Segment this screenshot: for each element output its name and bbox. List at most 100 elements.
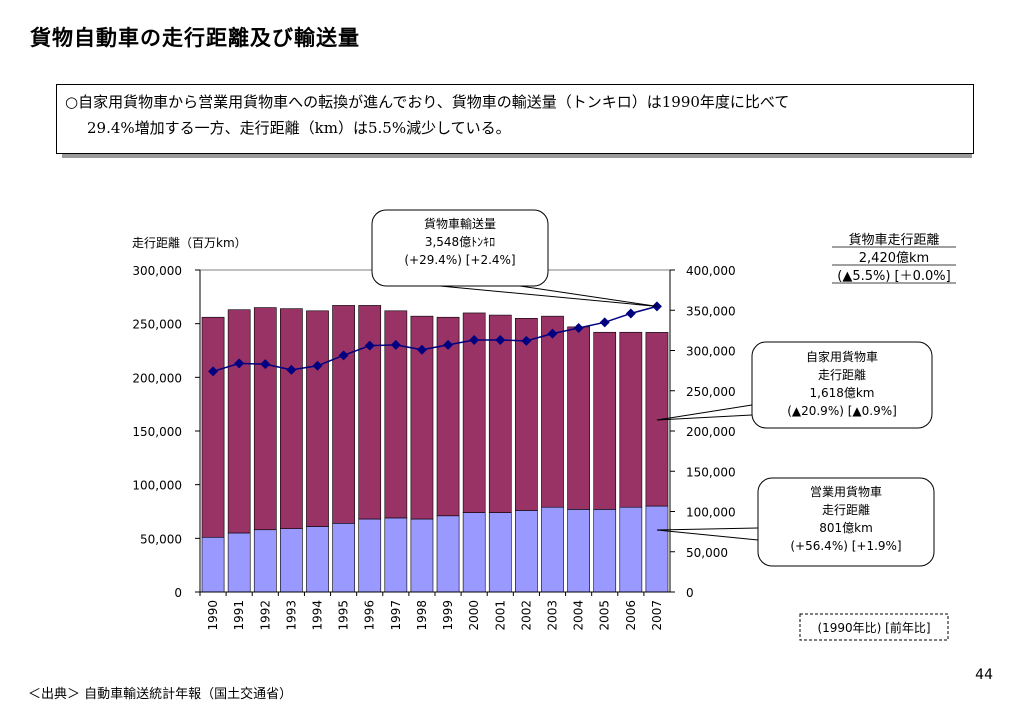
marker-transport-2002 [521, 335, 532, 346]
x-tick-label: 1992 [258, 600, 272, 631]
x-tick-label: 2007 [650, 600, 664, 631]
y-tick-label-left: 150,000 [132, 425, 182, 439]
y-tick-label-right: 200,000 [686, 425, 736, 439]
x-tick-label: 2003 [546, 600, 560, 631]
y-tick-label-left: 0 [174, 586, 182, 600]
marker-transport-1994 [312, 360, 323, 371]
y-tick-label-right: 50,000 [686, 546, 728, 560]
marker-transport-2006 [625, 308, 636, 319]
total-distance-line: (▲5.5%) [＋0.0%] [837, 269, 950, 284]
marker-transport-2001 [495, 335, 506, 346]
callout-transport-box [371, 209, 549, 287]
bar-business-2000 [462, 512, 486, 593]
y-tick-label-right: 300,000 [686, 345, 736, 359]
marker-transport-1992 [260, 359, 271, 370]
bar-private-1993 [280, 308, 303, 529]
x-tick-label: 2004 [572, 600, 586, 631]
marker-transport-1996 [364, 340, 375, 351]
x-tick-label: 2005 [598, 600, 612, 631]
bar-business-2004 [567, 509, 590, 593]
marker-transport-2004 [573, 322, 584, 333]
bar-private-2006 [619, 331, 643, 508]
bar-private-2002 [515, 317, 538, 511]
marker-transport-2000 [469, 335, 480, 346]
plot-area [199, 269, 671, 593]
marker-transport-1999 [443, 339, 454, 350]
y-tick-label-right: 0 [686, 586, 694, 600]
bar-business-2005 [593, 509, 617, 593]
bar-business-1998 [410, 518, 434, 593]
marker-transport-1993 [286, 364, 297, 375]
summary-line-2: 29.4%増加する一方、走行距離（km）は5.5%減少している。 [87, 119, 511, 137]
note-text: (1990年比) [前年比] [817, 620, 930, 635]
line-transport [212, 305, 658, 373]
marker-transport-2003 [547, 328, 558, 339]
summary-line-1: ○自家用貨物車から営業用貨物車への転換が進んでおり、貨物車の輸送量（トンキロ）は… [65, 93, 790, 111]
y-tick-label-left: 50,000 [140, 532, 182, 546]
bar-business-1992 [253, 529, 277, 593]
x-tick-label: 1999 [441, 600, 455, 631]
bar-private-1995 [332, 305, 355, 524]
bar-private-1997 [384, 310, 408, 519]
bar-business-1994 [306, 526, 329, 593]
page-title: 貨物自動車の走行距離及び輸送量 [30, 26, 360, 50]
bar-private-2004 [567, 326, 590, 510]
callout-private-line: 自家用貨物車 [806, 349, 878, 364]
bar-business-1997 [384, 517, 408, 593]
marker-transport-1995 [338, 350, 349, 361]
callout-private-line: (▲20.9%) [▲0.9%] [787, 404, 897, 418]
callout-private-box [751, 341, 933, 429]
callout-transport-line: 貨物車輸送量 [424, 216, 496, 231]
bar-business-2001 [488, 512, 512, 593]
bar-business-2007 [645, 505, 669, 593]
callout-business-line: 走行距離 [822, 503, 870, 517]
callout-private-line: 走行距離 [818, 368, 866, 382]
x-tick-label: 2002 [519, 600, 533, 631]
marker-transport-2005 [599, 317, 610, 328]
x-tick-label: 1997 [389, 600, 403, 631]
bar-private-2001 [488, 314, 512, 513]
bar-private-2000 [462, 312, 486, 513]
x-tick-label: 2001 [493, 600, 507, 631]
y-tick-label-left: 300,000 [132, 264, 182, 278]
total-distance-line: 2,420億km [859, 250, 929, 266]
x-tick-label: 1993 [284, 600, 298, 631]
y-tick-label-left: 200,000 [132, 371, 182, 385]
bar-business-1999 [436, 515, 460, 593]
y-tick-label-left: 250,000 [132, 318, 182, 332]
callout-business-pointer [656, 527, 759, 541]
x-tick-label: 1990 [206, 600, 220, 631]
y-axis-label: 走行距離（百万km） [132, 236, 247, 250]
total-distance-line: 貨物車走行距離 [848, 232, 939, 248]
bar-business-1993 [280, 528, 303, 593]
bar-private-1990 [201, 316, 225, 538]
callout-transport-line: 3,548億ﾄﾝｷﾛ [425, 235, 495, 249]
bar-private-1994 [306, 310, 329, 527]
bar-private-1996 [358, 305, 382, 520]
y-tick-label-right: 100,000 [686, 506, 736, 520]
bar-business-1995 [332, 523, 355, 593]
bar-private-1991 [227, 309, 251, 534]
bar-business-1990 [201, 536, 225, 593]
x-tick-label: 1991 [232, 600, 246, 631]
y-tick-label-right: 250,000 [686, 385, 736, 399]
bar-private-1998 [410, 315, 434, 520]
callout-transport-pointer [439, 285, 658, 307]
callout-business-box [757, 477, 935, 567]
bar-business-2003 [541, 506, 564, 593]
bar-business-2006 [619, 506, 643, 593]
y-tick-label-right: 400,000 [686, 264, 736, 278]
bar-business-2002 [515, 510, 538, 593]
note-box [799, 613, 949, 641]
callout-business-line: 801億km [819, 521, 873, 535]
marker-transport-1997 [390, 339, 401, 350]
page-number: 44 [975, 667, 993, 683]
x-tick-label: 2006 [624, 600, 638, 631]
x-tick-label: 1994 [311, 600, 325, 631]
callout-business-line: 営業用貨物車 [810, 484, 882, 499]
marker-transport-1998 [416, 344, 427, 355]
bar-private-1992 [253, 307, 277, 531]
bar-business-1991 [227, 532, 251, 593]
y-tick-label-right: 350,000 [686, 304, 736, 318]
